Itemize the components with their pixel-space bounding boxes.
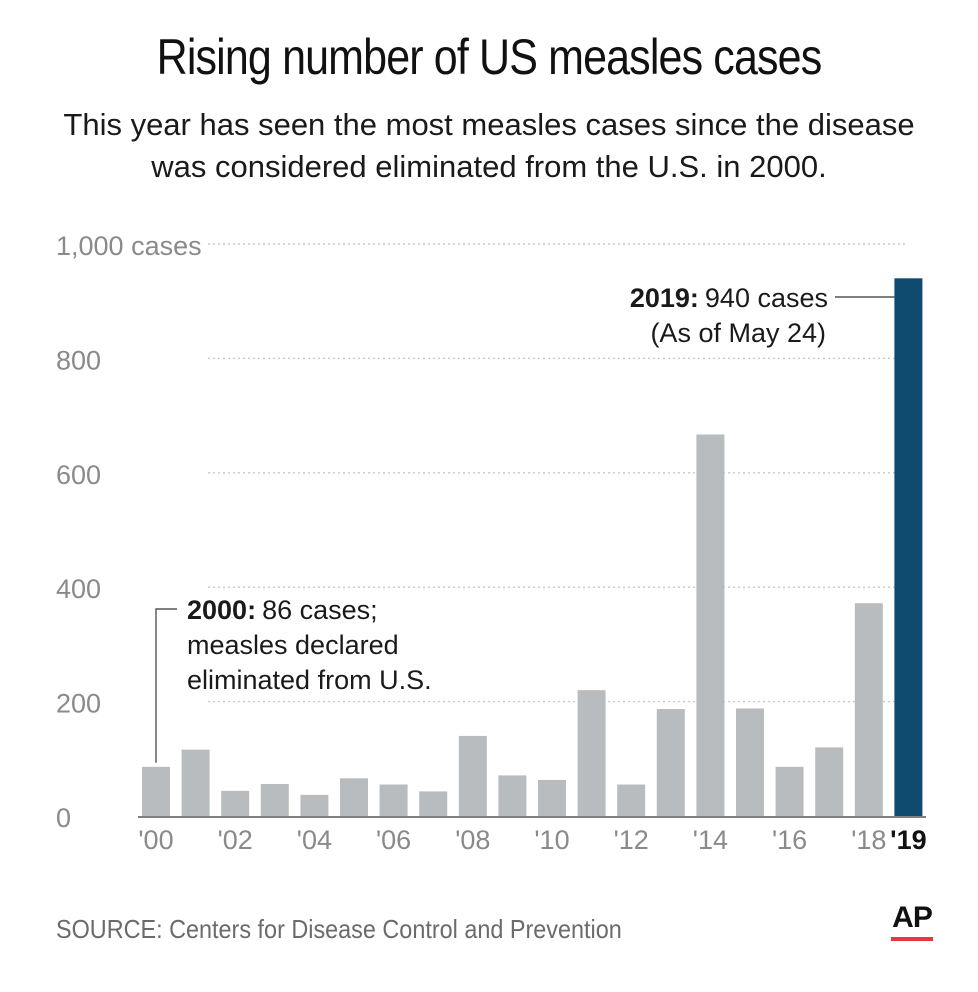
y-tick-label: 1,000 cases xyxy=(56,231,202,261)
bar-2016 xyxy=(775,766,804,816)
subtitle-line-2: was considered eliminated from the U.S. … xyxy=(151,149,827,184)
bars xyxy=(142,278,923,816)
ap-logo-text: AP xyxy=(892,901,933,934)
annotation-leader-2000 xyxy=(155,608,177,763)
bar-2000 xyxy=(142,766,170,816)
measles-bar-chart: 0 200 400 600 800 1,000 cases '00 '02 '04 '06 '08… xyxy=(56,231,927,855)
bar-2001 xyxy=(181,749,210,816)
annotation-2019-text: 940 cases xyxy=(705,283,828,313)
y-tick-label: 200 xyxy=(56,689,101,719)
bar-2006 xyxy=(379,784,408,816)
bar-2013 xyxy=(656,709,685,816)
bar-2018 xyxy=(854,603,883,816)
bar-2017 xyxy=(815,747,844,816)
annotation-2019-year: 2019: xyxy=(630,283,699,313)
x-tick-label: '12 xyxy=(614,825,649,855)
y-tick-label: 600 xyxy=(56,460,101,490)
bar-2014 xyxy=(696,434,725,816)
x-axis-labels: '00 '02 '04 '06 '08 '10 '12 '14 '16 '18'19 xyxy=(138,825,926,855)
x-tick-label: '08 xyxy=(455,825,490,855)
bar-2008 xyxy=(458,735,487,816)
bar-2012 xyxy=(617,784,646,816)
source-note: SOURCE: Centers for Disease Control and … xyxy=(56,914,622,944)
annotation-2019-line-2: (As of May 24) xyxy=(650,318,826,348)
y-tick-label: 400 xyxy=(56,574,101,604)
bar-2005 xyxy=(340,778,368,816)
annotation-2000-line-1: 2000: 86 cases; xyxy=(187,595,378,625)
bar-2015 xyxy=(736,708,764,816)
x-tick-label: '16 xyxy=(772,825,807,855)
ap-logo-underline xyxy=(891,937,933,941)
annotation-2000-year: 2000: xyxy=(187,595,256,625)
y-axis-labels: 0 200 400 600 800 1,000 cases xyxy=(56,231,202,833)
annotation-2000-text: 86 cases; xyxy=(262,595,378,625)
y-tick-label: 0 xyxy=(56,803,71,833)
annotations: 2000: 86 cases; measles declared eliminated… xyxy=(155,283,895,763)
y-tick-label: 800 xyxy=(56,345,101,375)
chart-subtitle: This year has seen the most measles case… xyxy=(0,104,978,188)
gridlines xyxy=(208,243,905,703)
ap-logo: AP xyxy=(889,901,935,941)
bar-2009 xyxy=(498,775,527,816)
x-tick-label: '10 xyxy=(534,825,569,855)
x-tick-label: '14 xyxy=(693,825,728,855)
bar-2003 xyxy=(260,783,289,816)
annotation-2000-line-2: measles declared xyxy=(187,630,399,660)
x-tick-label: '19 xyxy=(890,825,926,855)
x-tick-label: '00 xyxy=(138,825,173,855)
chart-title: Rising number of US measles cases xyxy=(156,29,823,85)
bar-2019 xyxy=(894,278,923,816)
bar-2004 xyxy=(300,794,329,816)
annotation-2000-line-3: eliminated from U.S. xyxy=(187,665,432,695)
bar-2002 xyxy=(221,790,250,816)
x-tick-label: '18 xyxy=(851,825,886,855)
x-tick-label: '02 xyxy=(218,825,253,855)
x-tick-label: '04 xyxy=(297,825,332,855)
subtitle-line-1: This year has seen the most measles case… xyxy=(63,107,915,142)
bar-2007 xyxy=(419,791,448,816)
annotation-2019-line-1: 2019: 940 cases xyxy=(630,283,828,313)
x-tick-label: '06 xyxy=(376,825,411,855)
bar-2010 xyxy=(538,779,566,816)
bar-2011 xyxy=(577,690,606,816)
